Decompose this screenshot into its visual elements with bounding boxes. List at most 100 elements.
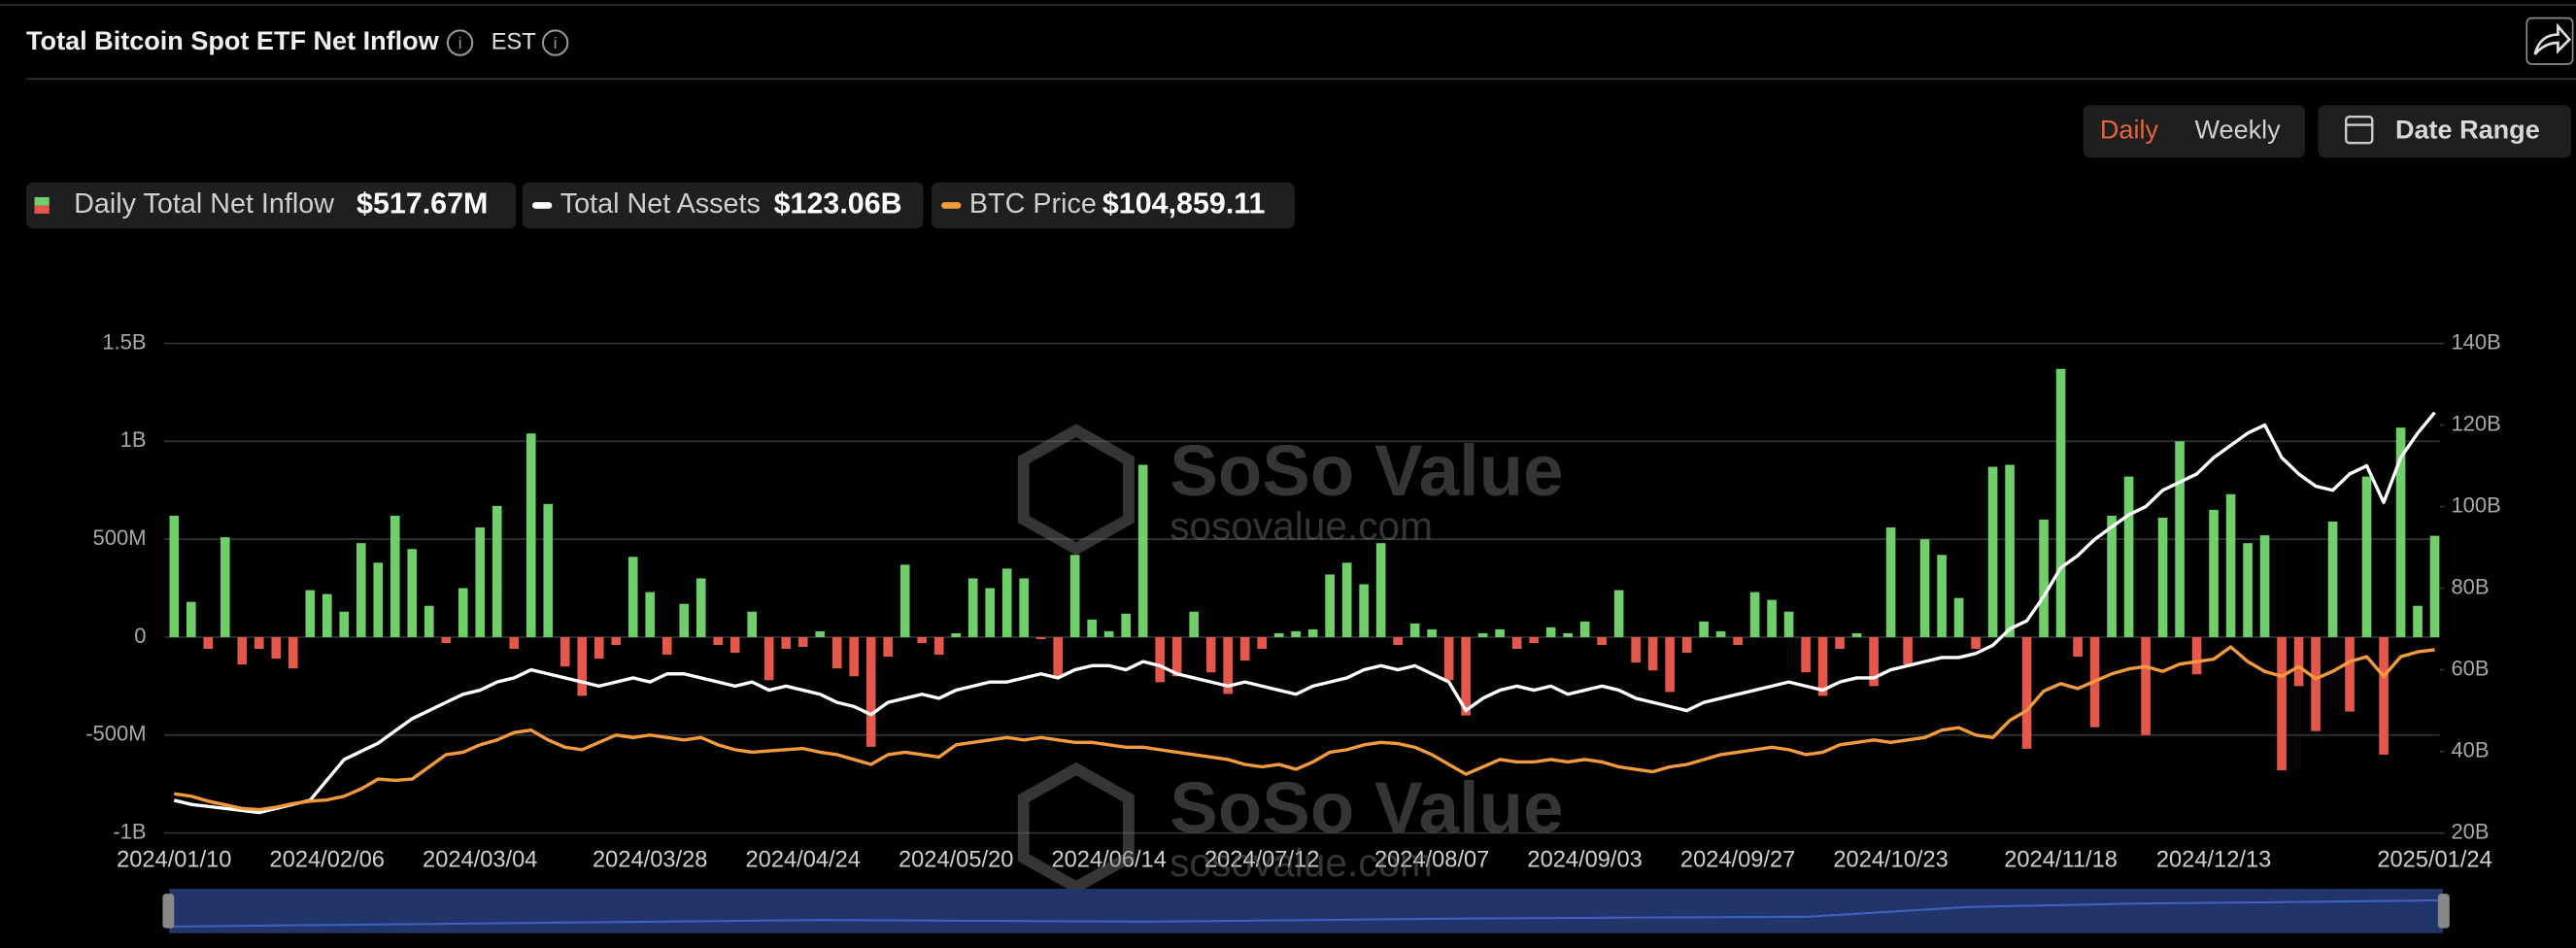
- bar: [985, 588, 996, 637]
- date-range-label[interactable]: Date Range: [2395, 115, 2540, 144]
- bar: [2395, 427, 2406, 637]
- bar: [747, 611, 758, 637]
- weekly-button[interactable]: Weekly: [2194, 115, 2281, 144]
- bar: [1087, 619, 1097, 637]
- bar: [1919, 539, 1930, 637]
- bar: [1359, 584, 1369, 637]
- bar: [815, 630, 826, 637]
- watermark: SoSo Value sosovalue.com SoSo Value soso…: [1017, 423, 1563, 895]
- bar: [1001, 568, 1012, 637]
- bar: [1461, 636, 1471, 716]
- bar: [1223, 636, 1233, 694]
- svg-text:i: i: [458, 34, 462, 52]
- x-tick-label: 2024/03/04: [423, 848, 537, 873]
- legend-swatch: [531, 202, 553, 209]
- bar: [2175, 441, 2185, 637]
- bar: [951, 632, 962, 637]
- bar: [1563, 632, 1573, 637]
- x-tick-label: 2024/01/10: [117, 848, 231, 873]
- bar: [2259, 535, 2270, 637]
- bar: [1801, 636, 1811, 673]
- bar: [1495, 628, 1505, 637]
- y2-tick-label: 80B: [2451, 574, 2489, 598]
- bar: [254, 636, 264, 650]
- bar: [2361, 476, 2372, 637]
- bar: [1019, 578, 1030, 637]
- share-button[interactable]: [2525, 17, 2574, 65]
- bar: [1869, 636, 1879, 687]
- bar: [577, 636, 588, 696]
- bar: [407, 549, 418, 637]
- bar: [2141, 636, 2151, 735]
- x-tick-label: 2024/10/23: [1833, 848, 1948, 873]
- bar: [1069, 555, 1080, 637]
- bar: [322, 593, 332, 637]
- bar: [1511, 636, 1522, 650]
- bar: [645, 592, 656, 637]
- bar: [1835, 636, 1845, 650]
- bar: [2039, 519, 2049, 637]
- legend-label: Total Net Assets: [560, 188, 761, 220]
- bar: [373, 562, 384, 637]
- bar: [271, 636, 282, 660]
- bar: [1631, 636, 1641, 663]
- legend-swatch: [34, 197, 50, 206]
- bar: [1189, 611, 1199, 637]
- bar: [1205, 636, 1216, 673]
- daily-button[interactable]: Daily: [2100, 115, 2159, 144]
- navigator[interactable]: [162, 889, 2450, 933]
- bar: [1341, 562, 1352, 637]
- bar: [1443, 636, 1454, 681]
- bar: [559, 636, 570, 667]
- bar: [2345, 636, 2355, 712]
- svg-text:i: i: [554, 34, 558, 52]
- bar: [1375, 543, 1386, 637]
- x-tick-label: 2024/02/06: [270, 848, 385, 873]
- watermark-url: sosovalue.com: [1169, 840, 1433, 885]
- bar: [1783, 611, 1794, 637]
- y-tick-label: -1B: [113, 819, 146, 843]
- bar: [1325, 574, 1335, 637]
- bar: [1953, 597, 1964, 637]
- y2-tick-label: 100B: [2451, 492, 2500, 517]
- legend-chip[interactable]: [26, 182, 517, 229]
- bar: [1121, 613, 1131, 637]
- bar: [1137, 464, 1148, 637]
- y2-tick-label: 120B: [2451, 411, 2500, 435]
- bar: [1307, 628, 1318, 637]
- bar: [1155, 636, 1165, 683]
- bar: [1647, 636, 1658, 671]
- bar: [1103, 630, 1114, 637]
- bar: [1597, 636, 1607, 646]
- bar: [1937, 555, 1947, 637]
- bar: [797, 636, 808, 648]
- legend-chip[interactable]: [522, 182, 924, 229]
- date-range-button[interactable]: Date Range: [2318, 105, 2571, 158]
- legend-chip[interactable]: [931, 182, 1295, 229]
- bar: [1545, 626, 1556, 637]
- bar: [2429, 535, 2440, 637]
- bar: [1767, 599, 1777, 637]
- legend-value: $517.67M: [356, 187, 488, 220]
- bar: [1699, 621, 1709, 637]
- bar: [1257, 636, 1267, 650]
- y-tick-label: 0: [134, 624, 146, 648]
- bar: [2005, 464, 2015, 637]
- x-tick-label: 2024/05/20: [898, 848, 1013, 873]
- watermark-url: sosovalue.com: [1169, 503, 1433, 548]
- bar: [1477, 632, 1488, 637]
- info-icon[interactable]: i: [446, 29, 474, 56]
- bar: [611, 636, 622, 646]
- watermark-name: SoSo Value: [1169, 430, 1563, 511]
- bar: [917, 636, 928, 643]
- bar: [2055, 368, 2066, 637]
- info-icon[interactable]: i: [541, 29, 569, 56]
- bar: [1273, 632, 1284, 637]
- bar: [1749, 592, 1760, 637]
- bar: [661, 636, 672, 656]
- bar: [356, 543, 366, 637]
- bar: [593, 636, 604, 660]
- bar: [288, 636, 298, 669]
- bar: [1613, 590, 1624, 637]
